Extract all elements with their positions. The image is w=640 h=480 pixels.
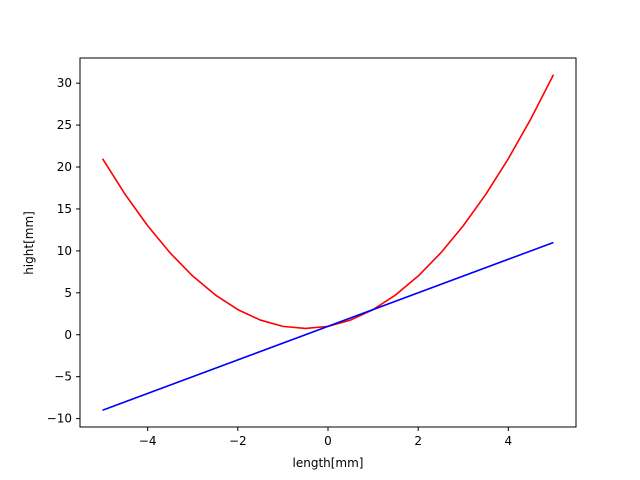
y-tick-label: 15 [57, 202, 72, 216]
y-tick-label: 30 [57, 76, 72, 90]
plot-area [79, 57, 577, 428]
y-axis-label: hight[mm] [22, 211, 36, 275]
y-tick-label: 5 [64, 286, 72, 300]
x-tick-label: 2 [414, 434, 422, 448]
y-tick-label: −10 [47, 412, 72, 426]
y-tick-label: 20 [57, 160, 72, 174]
x-tick-label: 4 [505, 434, 513, 448]
y-tick-label: 0 [64, 328, 72, 342]
series-line-2 [102, 241, 554, 411]
axes-frame [79, 57, 577, 428]
y-tick-label: −5 [54, 370, 72, 384]
x-axis-label: length[mm] [293, 456, 364, 470]
series-layer [101, 74, 555, 411]
x-tick-label: 0 [324, 434, 332, 448]
x-tick-label: −2 [229, 434, 247, 448]
x-tick-label: −4 [139, 434, 157, 448]
series-line-1 [101, 74, 555, 330]
y-axis-ticks: −10 −5 0 5 10 15 20 25 30 [47, 76, 80, 426]
y-tick-label: 25 [57, 118, 72, 132]
x-axis-ticks: −4 −2 0 2 4 [139, 427, 512, 448]
y-tick-label: 10 [57, 244, 72, 258]
